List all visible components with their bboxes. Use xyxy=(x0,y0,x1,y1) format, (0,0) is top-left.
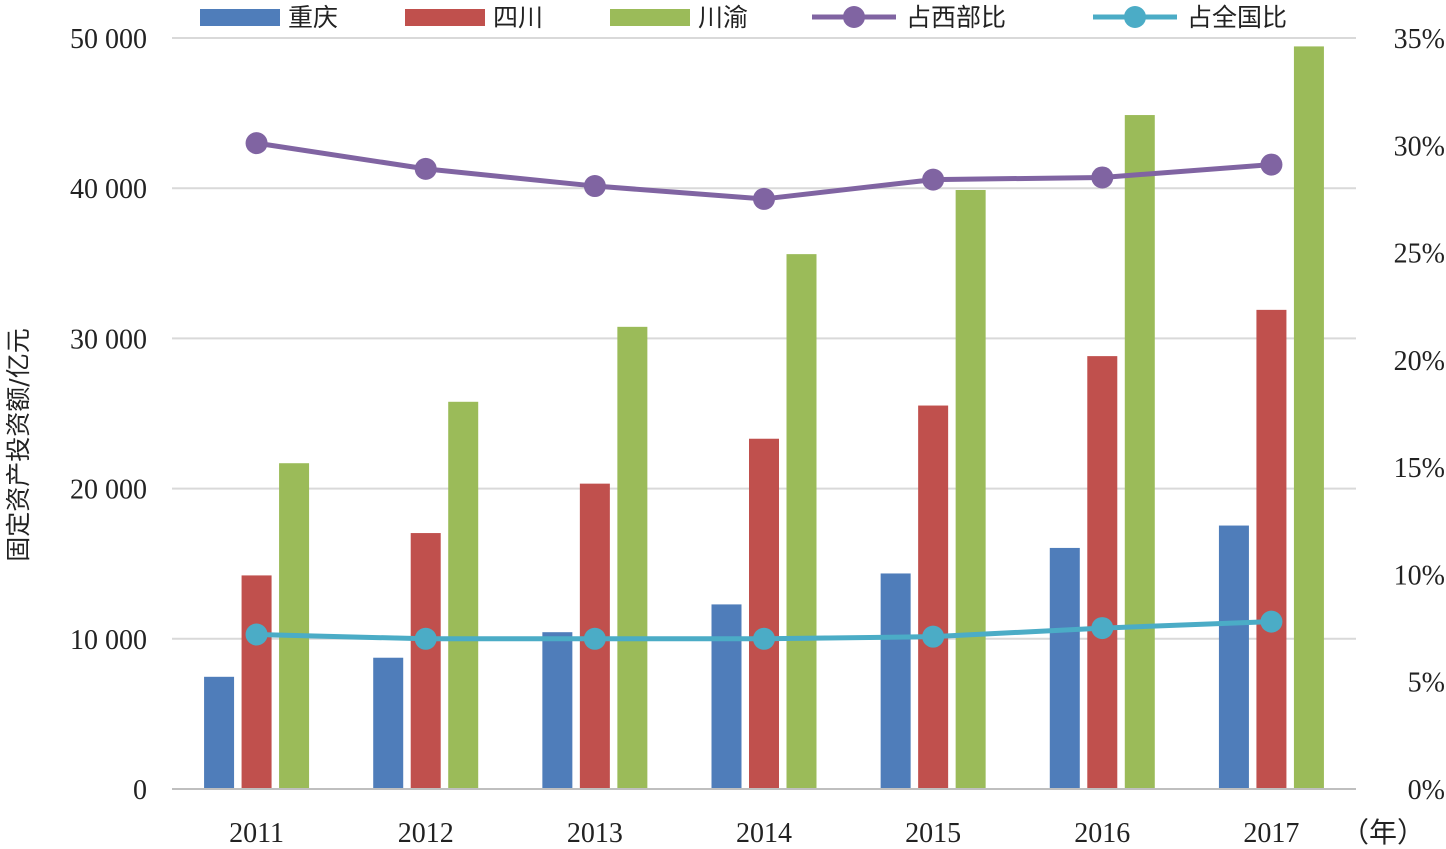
bar-川渝-2011 xyxy=(279,463,310,789)
bar-重庆-2013 xyxy=(542,632,573,789)
y-tick-label: 40 000 xyxy=(70,174,147,205)
point-占西部比-2016 xyxy=(1091,166,1114,189)
legend-label-占西部比: 占西部比 xyxy=(906,3,1006,32)
y-tick-label: 10 000 xyxy=(70,625,147,656)
point-占西部比-2012 xyxy=(414,157,437,180)
point-占全国比-2017 xyxy=(1260,610,1283,633)
x-tick-label: 2012 xyxy=(398,818,454,849)
y2-tick-label: 10% xyxy=(1394,560,1445,591)
legend-label-四川: 四川 xyxy=(493,3,543,32)
legend-swatch-重庆 xyxy=(200,9,280,26)
x-tick-label: 2016 xyxy=(1074,818,1130,849)
point-占西部比-2017 xyxy=(1260,153,1283,176)
bar-重庆-2011 xyxy=(204,676,235,789)
point-占全国比-2012 xyxy=(414,627,437,650)
bar-川渝-2017 xyxy=(1293,46,1324,790)
point-占全国比-2016 xyxy=(1091,617,1114,640)
point-占全国比-2013 xyxy=(583,627,606,650)
bar-四川-2011 xyxy=(241,575,272,789)
bar-四川-2016 xyxy=(1087,356,1118,789)
bar-重庆-2015 xyxy=(880,573,911,789)
legend-label-重庆: 重庆 xyxy=(288,3,338,32)
y2-tick-label: 5% xyxy=(1408,668,1445,699)
point-占西部比-2013 xyxy=(583,175,606,198)
bar-四川-2017 xyxy=(1256,309,1287,789)
legend-swatch-四川 xyxy=(405,9,485,26)
x-axis-unit: （年） xyxy=(1341,817,1425,849)
legend-marker-占全国比 xyxy=(1124,6,1146,28)
x-tick-label: 2013 xyxy=(567,818,623,849)
bar-四川-2012 xyxy=(410,533,441,789)
bar-四川-2014 xyxy=(749,438,779,789)
x-tick-label: 2017 xyxy=(1243,818,1299,849)
x-tick-labels: 2011 2012 2013 2014 2015 2016 2017 xyxy=(229,818,1299,849)
point-占全国比-2015 xyxy=(922,625,945,648)
gridlines xyxy=(172,37,1356,640)
y-tick-label: 0 xyxy=(133,775,147,806)
y2-tick-label: 30% xyxy=(1394,131,1445,162)
bar-重庆-2017 xyxy=(1218,525,1249,789)
bars xyxy=(204,46,1324,790)
y-tick-label: 30 000 xyxy=(70,324,147,355)
y-axis-label: 固定资产投资额/亿元 xyxy=(4,328,33,561)
x-tick-label: 2015 xyxy=(905,818,961,849)
legend-marker-占西部比 xyxy=(843,6,865,28)
legend-swatch-川渝 xyxy=(610,9,690,26)
lines xyxy=(245,132,1283,650)
bar-四川-2015 xyxy=(918,405,949,789)
y2-tick-label: 15% xyxy=(1394,453,1445,484)
x-tick-label: 2011 xyxy=(229,818,284,849)
bar-重庆-2016 xyxy=(1049,547,1080,789)
legend: 重庆 四川 川渝 占西部比 占全国比 xyxy=(200,3,1287,32)
point-占全国比-2011 xyxy=(245,623,268,646)
x-tick-label: 2014 xyxy=(736,818,792,849)
y2-tick-label: 35% xyxy=(1394,24,1445,55)
point-占全国比-2014 xyxy=(753,627,775,650)
bar-重庆-2014 xyxy=(711,604,742,789)
point-占西部比-2015 xyxy=(922,168,945,191)
y2-tick-labels: 0% 5% 10% 15% 20% 25% 30% 35% xyxy=(1394,24,1445,806)
bar-川渝-2014 xyxy=(786,254,817,789)
point-占西部比-2011 xyxy=(245,132,268,155)
bar-川渝-2012 xyxy=(448,401,479,789)
legend-label-川渝: 川渝 xyxy=(698,3,748,32)
y-tick-label: 50 000 xyxy=(70,24,147,55)
bar-川渝-2015 xyxy=(955,190,986,790)
y-tick-label: 20 000 xyxy=(70,475,147,506)
y2-tick-label: 25% xyxy=(1394,239,1445,270)
bar-重庆-2012 xyxy=(373,657,404,789)
bar-川渝-2013 xyxy=(617,326,648,789)
point-占西部比-2014 xyxy=(753,187,775,210)
y-tick-labels: 0 10 000 20 000 30 000 40 000 50 000 xyxy=(70,24,147,806)
bar-川渝-2016 xyxy=(1124,115,1155,789)
y2-tick-label: 20% xyxy=(1394,346,1445,377)
y2-tick-label: 0% xyxy=(1408,775,1445,806)
legend-label-占全国比: 占全国比 xyxy=(1187,3,1287,32)
